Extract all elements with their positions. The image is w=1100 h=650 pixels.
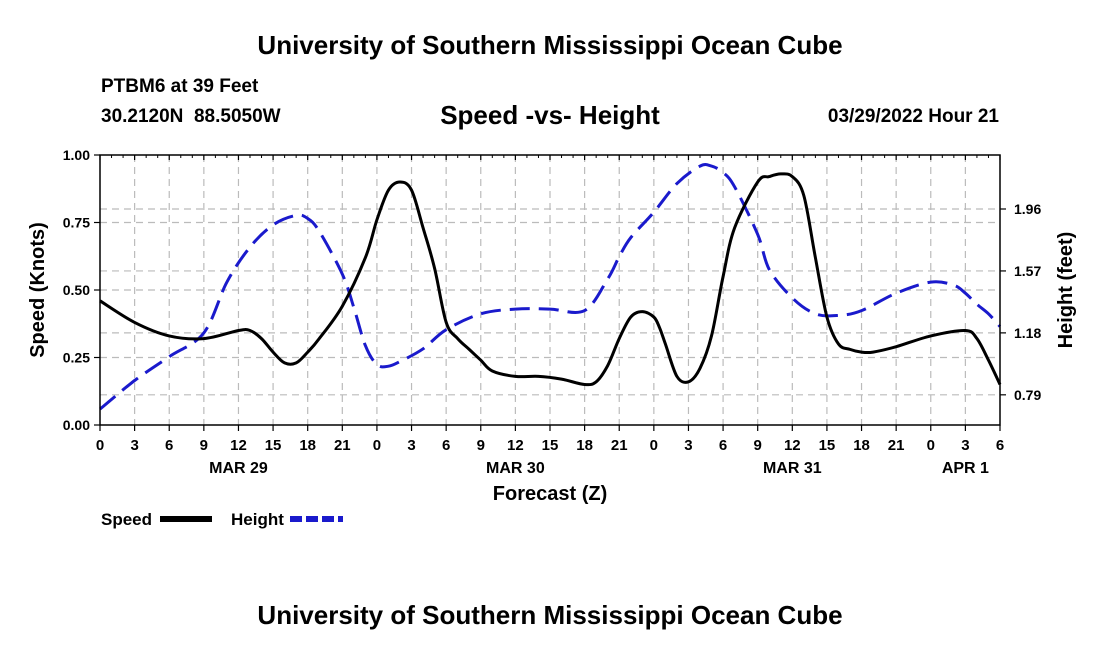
x-axis: 0 3 6 9 12 15 18 21 0 3 6 9 12 15 18 21 0 3 6 9 12 15 18 21 0 3 6 M…: [96, 155, 1004, 477]
x-tick-label: 18: [576, 437, 593, 454]
station-label: PTBM6 at 39 Feet: [101, 76, 259, 97]
forecast-datetime: 03/29/2022 Hour 21: [827, 106, 999, 127]
x-tick-label: 6: [996, 437, 1004, 454]
legend: Speed Height: [101, 510, 343, 529]
x-tick-label: 18: [853, 437, 870, 454]
grid-lines: [100, 155, 1000, 425]
x-tick-label: 15: [265, 437, 282, 454]
y-tick-label: 0.50: [63, 282, 90, 298]
y-tick-label: 1.00: [63, 147, 90, 163]
x-tick-label: 6: [719, 437, 727, 454]
x-tick-label: 12: [784, 437, 801, 454]
series-line-speed: [99, 172, 1002, 387]
series-lines: [99, 163, 1002, 411]
x-tick-label: 18: [299, 437, 316, 454]
y2-tick-label: 1.18: [1014, 325, 1041, 341]
y-axis-height: 0.79 1.18 1.57 1.96: [1000, 201, 1041, 403]
x-tick-label: 9: [754, 437, 762, 454]
x-tick-label: 9: [477, 437, 485, 454]
x-day-label: APR 1: [942, 460, 989, 477]
x-day-label: MAR 31: [763, 460, 822, 477]
y2-tick-label: 1.57: [1014, 263, 1041, 279]
legend-label-height: Height: [231, 510, 284, 529]
x-tick-label: 0: [927, 437, 935, 454]
chart-subtitle: Speed -vs- Height: [440, 100, 660, 130]
plot-frame: [99, 154, 1001, 426]
x-tick-label: 3: [407, 437, 415, 454]
axis-labels: Forecast (Z) Speed (Knots) Height (feet): [27, 222, 1077, 505]
y-axis-label: Speed (Knots): [27, 222, 49, 358]
main-title: University of Southern Mississippi Ocean…: [257, 30, 843, 60]
y-axis-speed: 0.00 0.25 0.50 0.75 1.00: [63, 147, 100, 433]
x-tick-label: 3: [130, 437, 138, 454]
y2-axis-label: Height (feet): [1055, 232, 1077, 349]
x-tick-label: 9: [200, 437, 208, 454]
x-tick-label: 21: [334, 437, 351, 454]
x-tick-label: 0: [650, 437, 658, 454]
x-tick-label: 6: [165, 437, 173, 454]
x-tick-label: 15: [819, 437, 836, 454]
y-tick-label: 0.75: [63, 215, 90, 231]
y-tick-label: 0.25: [63, 350, 90, 366]
x-day-label: MAR 30: [486, 460, 545, 477]
y2-tick-label: 0.79: [1014, 387, 1041, 403]
x-tick-label: 0: [96, 437, 104, 454]
series-line-height: [99, 163, 1002, 411]
x-tick-label: 21: [611, 437, 628, 454]
x-tick-label: 21: [888, 437, 905, 454]
y2-tick-label: 1.96: [1014, 201, 1041, 217]
x-tick-label: 6: [442, 437, 450, 454]
x-tick-label: 0: [373, 437, 381, 454]
x-tick-label: 3: [684, 437, 692, 454]
x-tick-label: 12: [230, 437, 247, 454]
y-tick-label: 0.00: [63, 417, 90, 433]
x-tick-label: 3: [961, 437, 969, 454]
x-tick-label: 15: [542, 437, 559, 454]
footer-title: University of Southern Mississippi Ocean…: [257, 600, 843, 630]
legend-label-speed: Speed: [101, 510, 152, 529]
station-coordinates: 30.2120N 88.5050W: [101, 106, 281, 127]
x-tick-label: 12: [507, 437, 524, 454]
x-axis-label: Forecast (Z): [493, 483, 607, 505]
x-day-label: MAR 29: [209, 460, 268, 477]
